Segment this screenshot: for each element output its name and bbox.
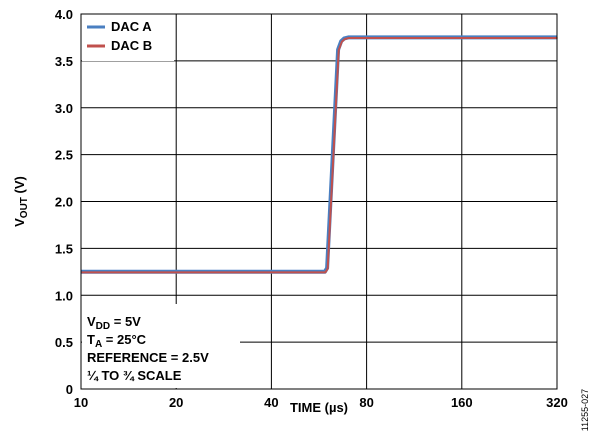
annotation-ta: TA = 25°C <box>87 332 147 350</box>
x-tick-label: 10 <box>74 395 88 410</box>
y-tick-label: 1.0 <box>55 288 73 303</box>
x-tick-label: 80 <box>359 395 373 410</box>
y-tick-label: 2.0 <box>55 195 73 210</box>
y-tick-label: 3.0 <box>55 101 73 116</box>
y-tick-label: 0.5 <box>55 335 73 350</box>
series-line-dac-b <box>81 37 558 274</box>
conditions-annotation: VDD = 5V TA = 25°C REFERENCE = 2.5V ¼ TO… <box>82 304 240 388</box>
legend-label-dac-b: DAC B <box>111 38 152 53</box>
y-axis-title-main: V <box>12 218 27 227</box>
legend-label-dac-a: DAC A <box>111 19 152 34</box>
x-tick-labels: 10 20 40 80 160 320 <box>74 395 568 410</box>
legend-background <box>82 15 174 61</box>
y-tick-label: 0 <box>66 382 73 397</box>
y-tick-label: 3.5 <box>55 54 73 69</box>
series-lines <box>81 35 558 274</box>
x-axis-title: TIME (µs) <box>290 400 348 415</box>
y-tick-label: 4.0 <box>55 7 73 22</box>
y-tick-label: 2.5 <box>55 148 73 163</box>
x-tick-label: 320 <box>546 395 568 410</box>
annotation-background <box>82 304 240 388</box>
y-axis-title: VOUT (V) <box>12 176 30 227</box>
legend: DAC A DAC B <box>82 15 174 61</box>
y-tick-labels: 0 0.5 1.0 1.5 2.0 2.5 3.0 3.5 4.0 <box>55 7 73 397</box>
x-tick-label: 20 <box>169 395 183 410</box>
x-tick-label: 160 <box>451 395 473 410</box>
annotation-vdd: VDD = 5V <box>87 314 141 332</box>
plot-frame <box>80 13 558 390</box>
y-axis-title-unit: (V) <box>12 176 27 197</box>
annotation-reference: REFERENCE = 2.5V <box>87 350 209 365</box>
x-tick-label: 40 <box>264 395 278 410</box>
y-tick-label: 1.5 <box>55 241 73 256</box>
figure-id: 11255-027 <box>580 389 590 431</box>
y-axis-title-sub: OUT <box>19 197 30 218</box>
annotation-scale: ¼ TO ¾ SCALE <box>87 368 182 383</box>
